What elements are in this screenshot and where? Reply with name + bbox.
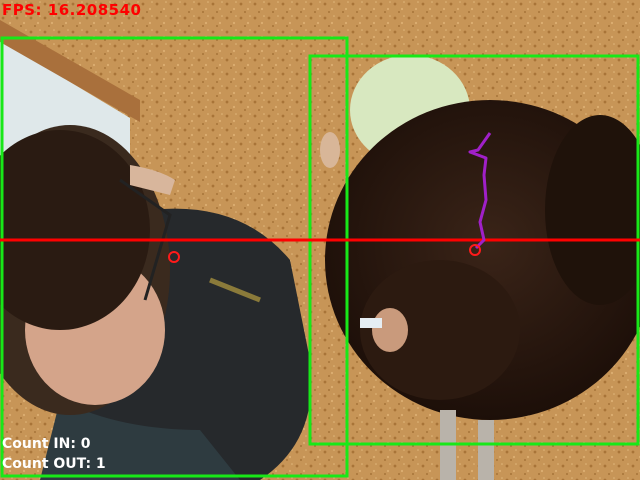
fps-readout: FPS: 16.208540 xyxy=(2,1,141,19)
count-in-readout: Count IN: 0 xyxy=(2,436,91,452)
count-out-readout: Count OUT: 1 xyxy=(2,456,106,472)
